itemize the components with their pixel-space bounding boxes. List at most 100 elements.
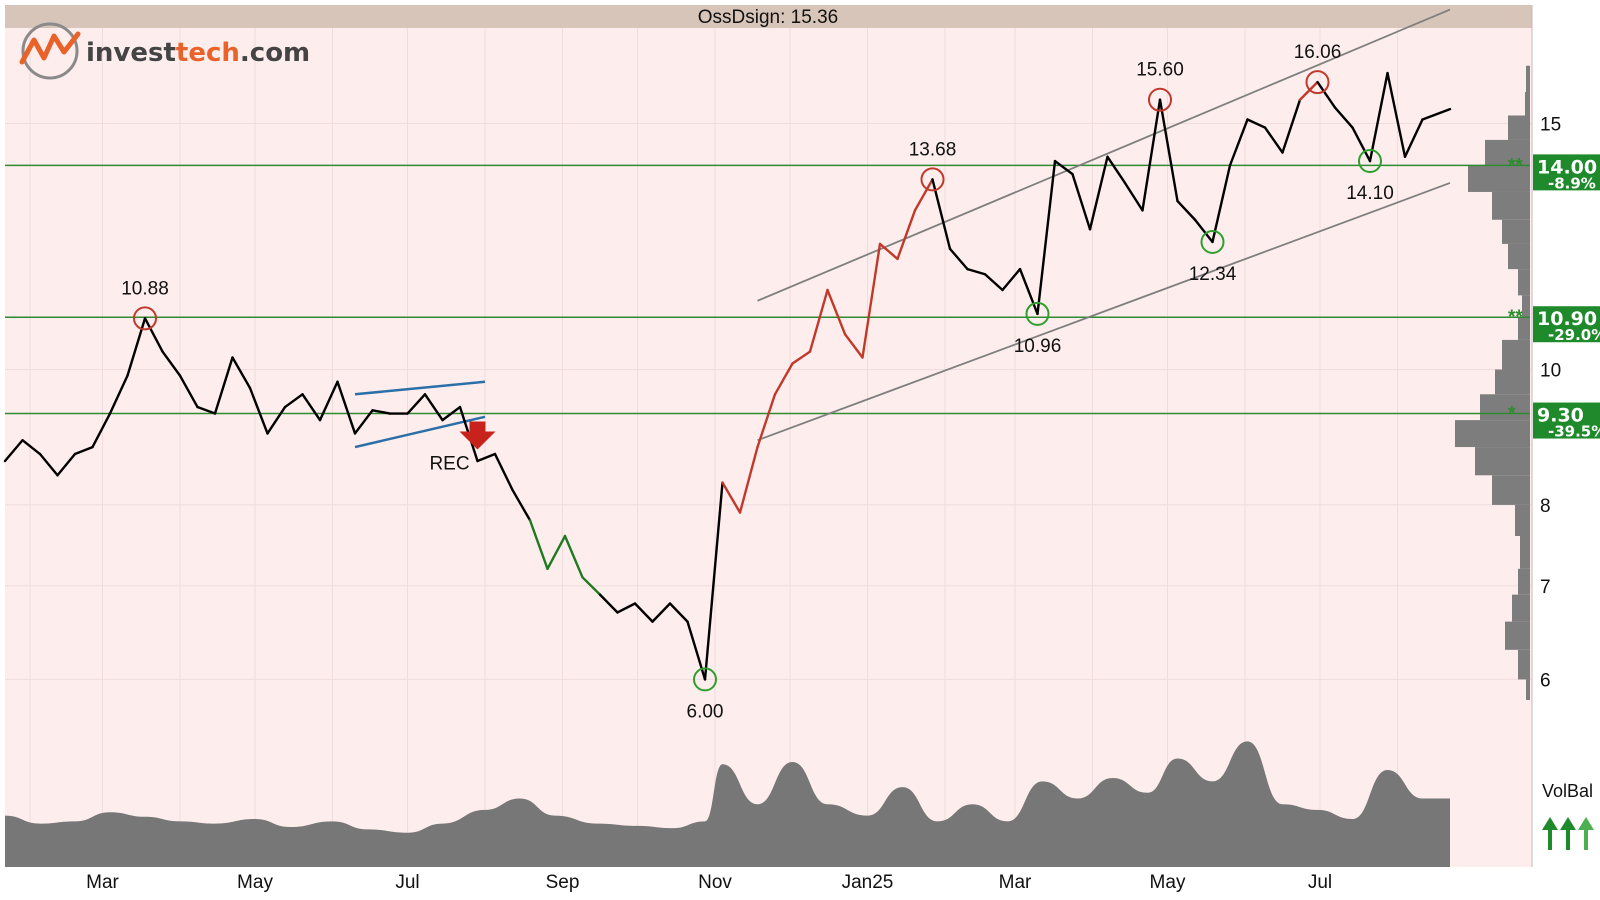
high-label: 15.60 [1136,60,1184,81]
profile-bar [1492,475,1530,505]
low-label: 14.10 [1346,183,1394,204]
price-segment [1176,199,1197,221]
axes: Mar May Jul Sep Nov Jan25 Mar May Jul 6 7 8 10 15 [86,5,1561,893]
low-label: 6.00 [687,701,724,722]
low-label: 12.34 [1189,264,1237,285]
x-tick-label: Jul [395,872,419,893]
profile-bar [1485,139,1530,166]
low-circle [1025,301,1050,326]
profile-bar [1455,420,1530,448]
x-tick-label: Jan25 [842,872,894,893]
price-segment [126,317,147,377]
price-segment [1001,267,1022,292]
profile-bar [1508,243,1530,270]
price-segment [791,350,812,365]
price-segment [108,374,129,415]
price-segment [1071,172,1092,231]
level-value: 9.30 [1537,405,1584,427]
price-segment [511,488,532,522]
channel-upper-line [757,8,1451,302]
low-circle [1358,149,1382,174]
price-segment [668,602,689,623]
trend-channel [757,8,1451,442]
profile-bar [1518,317,1530,340]
profile-bar [1502,219,1530,244]
price-segment [651,602,672,623]
high-circle [920,167,945,192]
price-segment [721,481,742,514]
y-tick-label: 6 [1540,670,1551,691]
price-segment [336,380,357,435]
price-segment [1053,159,1074,176]
profile-bar [1526,65,1530,92]
profile-bar [1495,369,1530,395]
y-tick-label: 15 [1540,115,1561,136]
price-segment [406,393,427,415]
volume-profile [1455,65,1530,700]
volume-area [5,741,1450,867]
price-segment [231,356,252,390]
price-segment [563,534,584,579]
price-segment [1333,106,1354,129]
price-segment [1123,181,1144,212]
price-segment [213,356,234,415]
investtech-logo: investtech.com [19,22,310,80]
price-segment [21,439,42,456]
price-segment [633,602,654,623]
volume-area-path [5,741,1450,867]
price-segment [1316,80,1337,109]
price-segment [738,445,759,514]
profile-bar [1502,339,1530,370]
extreme-markers: 10.88 13.68 15.60 16.06 6.00 10.96 12.34 14.10 [121,42,1394,722]
price-segment [703,481,724,681]
x-tick-label: Sep [546,872,580,893]
price-segment [441,405,462,422]
price-segment [808,288,829,353]
level-star-icon: ** [1508,155,1523,176]
price-segment [1158,98,1179,203]
level-box [1533,154,1600,191]
price-segment [493,452,514,492]
x-tick-label: Mar [86,872,119,893]
price-segment [1421,107,1452,121]
price-segment [1298,80,1319,101]
price-segment [598,593,619,614]
level-value: 14.00 [1537,156,1597,178]
price-segment [1368,71,1389,163]
price-segment [196,405,217,415]
horizontal-gridlines [5,123,1532,680]
price-segment [248,386,269,435]
price-segment [266,405,287,435]
low-circle [1200,229,1225,254]
price-segment [38,452,59,477]
low-label: 10.96 [1014,336,1062,357]
price-segment [843,332,864,359]
price-segment [56,452,77,477]
profile-bar [1518,649,1530,680]
high-label: 16.06 [1294,42,1342,63]
price-segment [1351,126,1372,163]
price-segment [1018,267,1039,316]
price-segment [178,374,199,409]
profile-bar [1505,621,1530,650]
sell-signal: REC [429,421,496,474]
channel-lower-line [757,182,1451,442]
level-star-icon: * [1508,404,1516,425]
high-circle [1148,87,1172,112]
pattern-lower-line [354,415,486,449]
profile-bar [1512,594,1530,622]
price-segment [283,393,304,409]
price-segment [913,178,934,212]
price-segment [423,393,444,422]
price-segment [3,439,24,463]
vertical-gridlines [29,28,1398,867]
x-tick-label: Nov [698,872,732,893]
price-segment [756,393,777,449]
profile-bar [1508,115,1530,140]
price-segment [1088,155,1109,231]
signal-label: REC [429,453,469,474]
logo-zigzag-icon [19,31,81,65]
x-tick-label: Jul [1308,872,1332,893]
price-segment [1281,98,1302,154]
